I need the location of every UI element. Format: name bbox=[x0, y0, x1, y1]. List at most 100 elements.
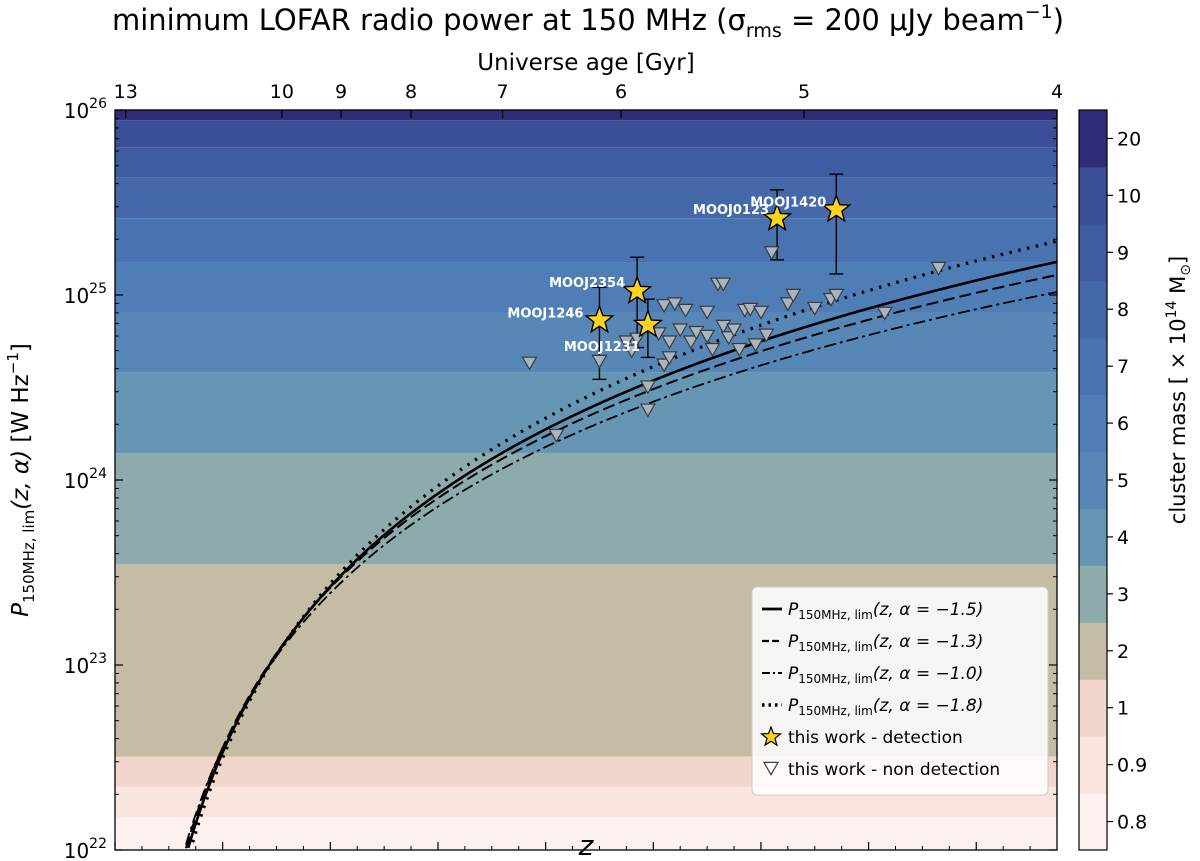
non-detection-marker bbox=[747, 338, 764, 353]
non-detection-marker bbox=[656, 299, 673, 314]
non-detection-marker bbox=[521, 356, 538, 371]
x-tick-label: 1.2 bbox=[746, 859, 776, 861]
detection-star-MOOJ1420 bbox=[821, 193, 852, 223]
limit-curves bbox=[185, 239, 1058, 849]
colorbar-tick-label: 20 bbox=[1117, 128, 1141, 150]
non-detection-marker bbox=[806, 301, 823, 316]
y-axis-label: P150MHz, lim(z, α) [W Hz−1] bbox=[4, 343, 38, 617]
top-tick-label: 10 bbox=[270, 81, 294, 103]
detection-label-MOOJ1231: MOOJ1231 bbox=[564, 340, 640, 355]
non-detection-marker bbox=[677, 303, 694, 318]
colorbar-tick-label: 3 bbox=[1117, 584, 1129, 606]
colorbar-segment bbox=[1079, 223, 1107, 282]
top-tick-label: 13 bbox=[114, 81, 138, 103]
non-detection-marker bbox=[699, 329, 716, 344]
non-detection-marker bbox=[682, 335, 699, 350]
x-tick-label: 0.0 bbox=[100, 859, 130, 861]
colorbar-tick-label: 0.8 bbox=[1117, 812, 1147, 834]
non-detection-marker bbox=[618, 335, 635, 350]
legend-label-dotted: P150MHz, lim(z, α = −1.8) bbox=[788, 696, 983, 718]
y-tick-label: 1024 bbox=[64, 466, 107, 493]
mass-band-3 bbox=[115, 452, 1057, 565]
detection-markers bbox=[584, 193, 852, 338]
x-tick-label: 1.6 bbox=[961, 859, 991, 861]
detection-label-MOOJ1246: MOOJ1246 bbox=[507, 306, 583, 321]
legend-label-dashed: P150MHz, lim(z, α = −1.3) bbox=[788, 632, 983, 654]
mass-band-5 bbox=[115, 312, 1057, 373]
x-tick-label: 0.8 bbox=[531, 859, 561, 861]
non-detection-marker bbox=[591, 354, 608, 369]
colorbar-tick-label: 2 bbox=[1117, 641, 1129, 663]
x-tick-label: 1.0 bbox=[638, 859, 668, 861]
legend-box bbox=[751, 586, 1049, 796]
top-tick-label: 9 bbox=[335, 81, 347, 103]
non-detection-marker bbox=[639, 380, 656, 395]
x-tick-label: 0.4 bbox=[315, 859, 345, 861]
colorbar-segment bbox=[1079, 280, 1107, 339]
non-detection-marker bbox=[725, 323, 743, 338]
top-tick-label: 5 bbox=[798, 81, 810, 103]
colorbar-segment bbox=[1079, 337, 1107, 396]
non-detection-marker bbox=[752, 305, 769, 320]
non-detection-marker bbox=[661, 351, 678, 366]
non-detection-marker bbox=[704, 342, 721, 357]
colorbar-segment bbox=[1079, 736, 1107, 794]
mass-band-7 bbox=[115, 218, 1057, 263]
mass-band-10 bbox=[115, 120, 1057, 148]
x-tick-label: 1.4 bbox=[853, 859, 883, 861]
curve-solid bbox=[186, 260, 1058, 849]
detection-label-MOOJ0123: MOOJ0123 bbox=[693, 203, 769, 218]
top-tick-label: 4 bbox=[1051, 81, 1063, 103]
non-detection-marker bbox=[656, 358, 673, 373]
colorbar-tick-label: 10 bbox=[1117, 185, 1141, 207]
y-tick-label: 1026 bbox=[64, 96, 107, 123]
colorbar-label: cluster mass [ × 1014 M⊙] bbox=[1164, 256, 1194, 524]
non-detection-marker bbox=[785, 288, 802, 303]
legend: P150MHz, lim(z, α = −1.5) P150MHz, lim(z,… bbox=[751, 586, 1049, 796]
top-axis-label: Universe age [Gyr] bbox=[477, 50, 694, 76]
colorbar-tick-label: 4 bbox=[1117, 527, 1129, 549]
non-detection-marker bbox=[688, 325, 705, 340]
mass-band-0.8 bbox=[115, 817, 1057, 850]
colorbar-segment bbox=[1079, 679, 1107, 737]
non-detection-marker bbox=[699, 305, 716, 320]
mass-band-9 bbox=[115, 147, 1057, 178]
colorbar: 0.8 0.9 1 2 3 4 5 6 7 8 9 10 20 bbox=[1078, 109, 1147, 851]
colorbar-segment bbox=[1079, 166, 1107, 225]
x-tick-label: 0.6 bbox=[423, 859, 453, 861]
colorbar-tick-label: 7 bbox=[1117, 356, 1129, 378]
detection-star-MOOJ1231 bbox=[632, 308, 664, 338]
x-tick-label: 0.2 bbox=[208, 859, 238, 861]
x-axis-label: z bbox=[578, 829, 595, 861]
top-tick-label: 8 bbox=[405, 81, 417, 103]
non-detection-marker bbox=[623, 344, 640, 359]
colorbar-tick-label: 9 bbox=[1117, 242, 1129, 264]
top-axis: 13 10 9 8 7 6 5 4 bbox=[114, 81, 1063, 118]
colorbar-segment bbox=[1079, 394, 1107, 453]
non-detection-marker bbox=[930, 261, 947, 276]
non-detection-marker bbox=[672, 323, 689, 338]
legend-label-dashdot: P150MHz, lim(z, α = −1.0) bbox=[788, 664, 983, 686]
legend-label-detection: this work - detection bbox=[788, 728, 963, 748]
curve-dashed bbox=[185, 273, 1058, 849]
mass-band-4 bbox=[115, 372, 1057, 453]
colorbar-segment bbox=[1079, 565, 1107, 623]
curve-dashdot bbox=[185, 291, 1058, 845]
non-detection-marker bbox=[731, 342, 748, 357]
detection-star-MOOJ1246 bbox=[584, 304, 615, 334]
non-detection-marker bbox=[763, 246, 780, 261]
colorbar-segment bbox=[1079, 508, 1107, 566]
non-detection-marker bbox=[828, 288, 845, 303]
non-detection-marker bbox=[758, 328, 775, 343]
detection-label-MOOJ1420: MOOJ1420 bbox=[750, 195, 826, 210]
colorbar-segment bbox=[1079, 451, 1107, 509]
non-detection-marker bbox=[720, 331, 737, 346]
y-tick-label: 1025 bbox=[64, 281, 107, 308]
detection-label-MOOJ2354: MOOJ2354 bbox=[549, 276, 625, 291]
top-tick-label: 7 bbox=[497, 81, 509, 103]
colorbar-segment bbox=[1079, 110, 1107, 168]
detection-star-MOOJ2354 bbox=[621, 275, 653, 305]
colorbar-segment bbox=[1079, 622, 1107, 680]
legend-label-non-detection: this work - non detection bbox=[788, 760, 1000, 780]
